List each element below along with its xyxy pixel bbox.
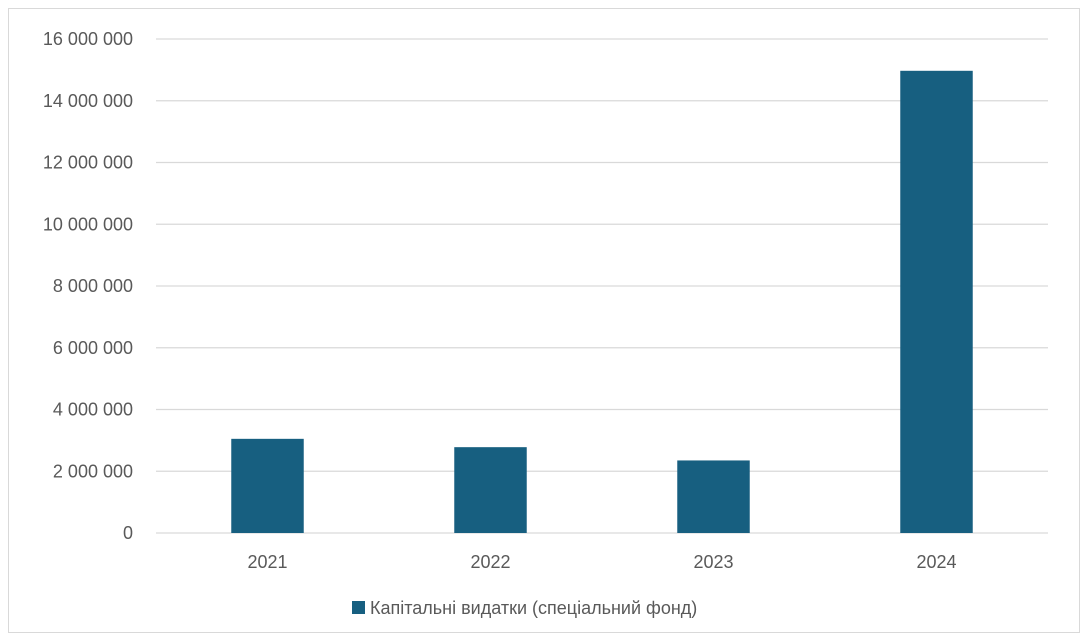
y-tick-label: 0 — [123, 523, 133, 543]
y-tick-label: 4 000 000 — [53, 400, 133, 420]
y-tick-label: 12 000 000 — [43, 153, 133, 173]
y-tick-label: 6 000 000 — [53, 338, 133, 358]
y-tick-label: 10 000 000 — [43, 214, 133, 234]
y-axis-ticks: 0 2 000 000 4 000 000 6 000 000 8 000 000 10 … — [43, 29, 133, 543]
x-tick-label: 2022 — [470, 552, 510, 572]
y-tick-label: 8 000 000 — [53, 276, 133, 296]
bar-2022 — [454, 447, 527, 533]
x-tick-label: 2021 — [247, 552, 287, 572]
legend-swatch — [352, 601, 365, 614]
bar-2023 — [677, 460, 750, 533]
bar-2024 — [900, 70, 973, 534]
legend: Капітальні видатки (спеціальний фонд) — [352, 598, 697, 618]
y-tick-label: 16 000 000 — [43, 29, 133, 49]
x-tick-label: 2024 — [916, 552, 956, 572]
y-tick-label: 14 000 000 — [43, 91, 133, 111]
bar-2021 — [231, 438, 304, 533]
x-tick-label: 2023 — [693, 552, 733, 572]
legend-label: Капітальні видатки (спеціальний фонд) — [370, 598, 697, 618]
bars — [231, 70, 973, 534]
y-tick-label: 2 000 000 — [53, 461, 133, 481]
x-axis-ticks: 2021 2022 2023 2024 — [247, 552, 956, 572]
gridlines — [156, 38, 1048, 534]
